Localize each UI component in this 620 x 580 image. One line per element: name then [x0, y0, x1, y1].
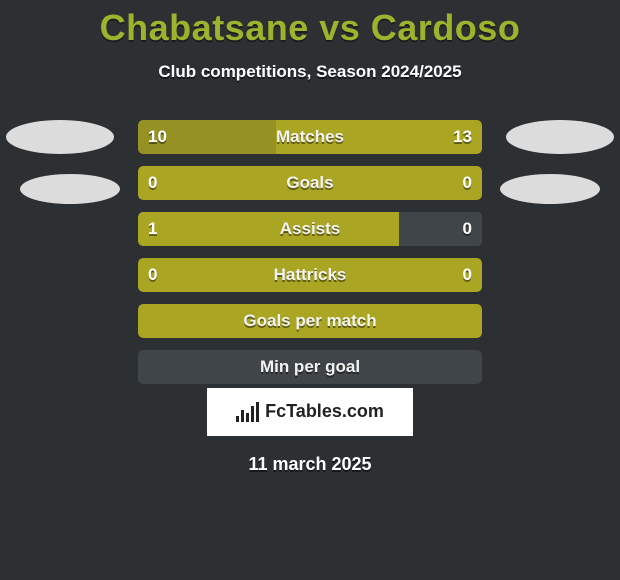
stat-label: Min per goal: [260, 357, 360, 377]
player-right-photo: [506, 120, 614, 154]
stat-value-left: 0: [148, 265, 157, 285]
branding-text: FcTables.com: [265, 401, 384, 422]
date-label: 11 march 2025: [0, 454, 620, 475]
stat-value-left: 1: [148, 219, 157, 239]
stat-row: 10 13 Matches: [138, 120, 482, 154]
comparison-subtitle: Club competitions, Season 2024/2025: [0, 62, 620, 82]
stat-label: Goals per match: [243, 311, 376, 331]
stat-row: Goals per match: [138, 304, 482, 338]
stat-label: Assists: [280, 219, 340, 239]
stat-value-right: 0: [463, 265, 472, 285]
stat-row: 1 0 Assists: [138, 212, 482, 246]
stat-value-right: 13: [453, 127, 472, 147]
stat-value-right: 0: [463, 219, 472, 239]
bar-fill-left: [138, 212, 399, 246]
stat-row: 0 0 Goals: [138, 166, 482, 200]
stat-label: Matches: [276, 127, 344, 147]
stat-label: Goals: [286, 173, 333, 193]
stat-value-left: 0: [148, 173, 157, 193]
comparison-title: Chabatsane vs Cardoso: [0, 0, 620, 48]
stat-value-right: 0: [463, 173, 472, 193]
bars-container: 1013Matches00Goals10Assists00HattricksGo…: [138, 120, 482, 396]
stat-row: Min per goal: [138, 350, 482, 384]
stat-row: 0 0 Hattricks: [138, 258, 482, 292]
player-left-photo: [6, 120, 114, 154]
stat-value-left: 10: [148, 127, 167, 147]
bars-icon: [236, 402, 259, 422]
comparison-chart: 1013Matches00Goals10Assists00HattricksGo…: [0, 120, 620, 380]
stat-label: Hattricks: [274, 265, 347, 285]
team-right-logo: [500, 174, 600, 204]
team-left-logo: [20, 174, 120, 204]
